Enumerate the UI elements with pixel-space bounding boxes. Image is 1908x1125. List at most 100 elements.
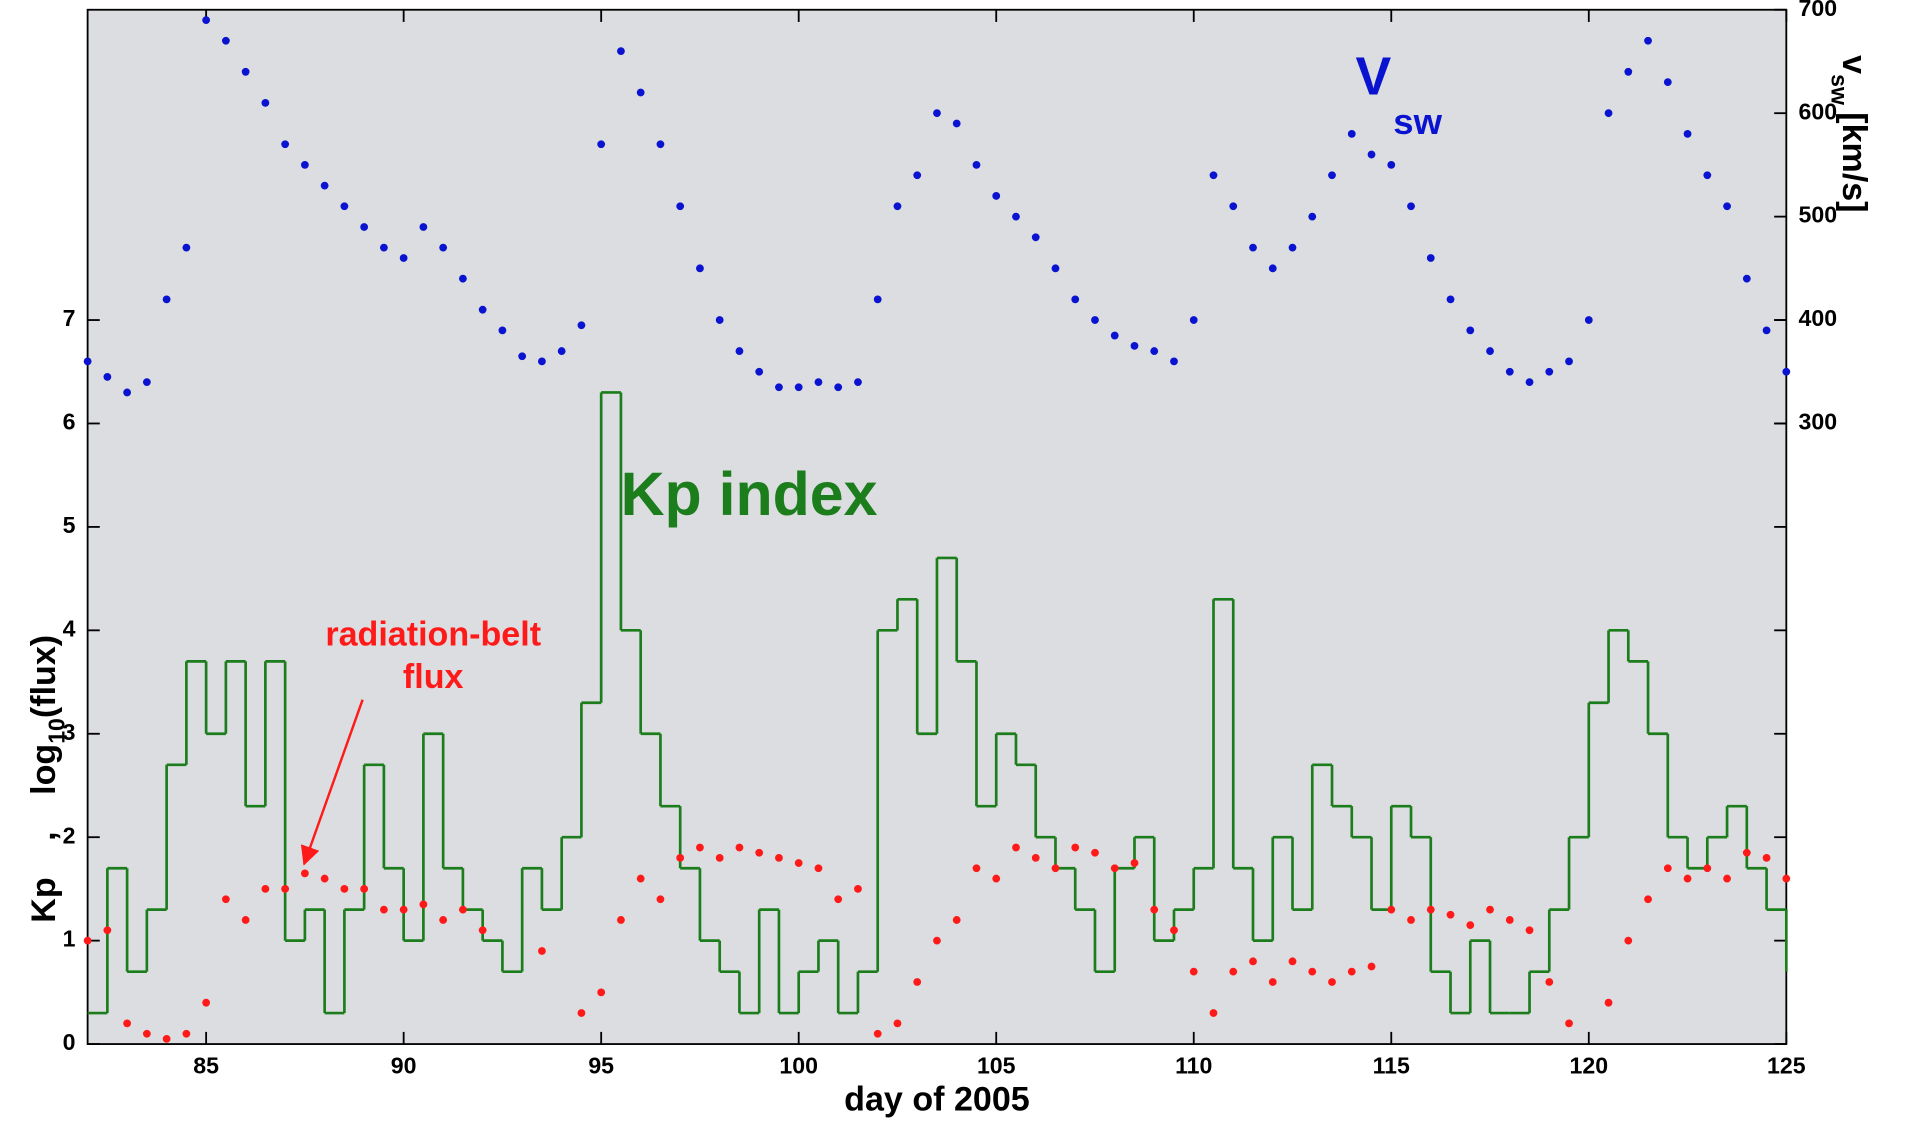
y-tick-label: 5 (63, 512, 76, 538)
data-point (617, 47, 625, 56)
data-point (538, 357, 546, 366)
y2-tick-label: 600 (1798, 98, 1837, 124)
data-point (755, 367, 764, 376)
data-point (1604, 998, 1613, 1007)
data-point (676, 853, 685, 862)
data-point (755, 848, 764, 857)
y-tick-label: 0 (63, 1029, 76, 1055)
data-point (1012, 212, 1020, 221)
data-point (696, 264, 704, 273)
data-point (241, 67, 250, 76)
data-point (221, 36, 230, 45)
data-point (1071, 843, 1080, 852)
data-point (380, 905, 388, 914)
x-tick-label: 100 (779, 1052, 818, 1078)
data-point (1486, 347, 1494, 355)
data-point (775, 853, 783, 862)
data-point (992, 192, 1001, 200)
data-point (1723, 202, 1731, 211)
data-point (735, 347, 744, 355)
y-tick-label: 7 (63, 305, 76, 331)
data-point (893, 202, 902, 211)
data-point (1229, 967, 1238, 976)
data-point (1328, 171, 1336, 180)
data-point (1584, 316, 1593, 324)
data-point (261, 885, 270, 893)
data-point (873, 295, 882, 304)
data-point (142, 1029, 151, 1038)
data-point (380, 243, 388, 252)
data-point (1545, 978, 1554, 986)
data-point (775, 383, 783, 392)
data-point (1703, 864, 1712, 873)
y-tick-label: 3 (63, 719, 76, 745)
data-point (182, 1029, 191, 1038)
data-point (360, 885, 369, 893)
data-point (1229, 202, 1238, 211)
data-point (1426, 254, 1435, 262)
data-point (1486, 905, 1494, 914)
data-point (360, 223, 369, 231)
data-point (1091, 848, 1099, 857)
data-point (577, 321, 586, 330)
data-point (1466, 921, 1475, 930)
data-point (1446, 910, 1455, 919)
x-tick-label: 125 (1767, 1052, 1806, 1078)
y2-tick-label: 500 (1798, 202, 1837, 228)
y2-label-part: v (1835, 55, 1873, 74)
data-point (123, 1019, 132, 1028)
data-point (1565, 1019, 1573, 1028)
x-tick-label: 105 (977, 1052, 1016, 1078)
data-point (577, 1009, 586, 1017)
x-tick-label: 95 (588, 1052, 614, 1078)
data-point (1150, 347, 1159, 355)
data-point (715, 316, 724, 324)
data-point (794, 859, 803, 867)
data-point (1782, 367, 1791, 376)
data-point (538, 947, 546, 955)
y-label-part: log (25, 744, 63, 795)
data-point (1051, 864, 1060, 873)
x-tick-label: 120 (1570, 1052, 1609, 1078)
data-point (83, 357, 92, 366)
data-point (142, 378, 151, 386)
data-point (241, 916, 250, 924)
vsw-annotation: V (1356, 47, 1392, 106)
data-point (1762, 853, 1771, 862)
data-point (1288, 957, 1297, 966)
data-point (1446, 295, 1455, 304)
data-point (1742, 274, 1751, 283)
x-axis-label: day of 2005 (844, 1080, 1030, 1118)
data-point (913, 171, 922, 180)
data-point (1071, 295, 1080, 304)
data-point (1604, 109, 1613, 118)
data-point (202, 16, 211, 24)
data-point (1644, 36, 1652, 45)
data-point (972, 161, 981, 169)
data-point (1644, 895, 1652, 904)
data-point (1683, 874, 1692, 883)
data-point (281, 885, 290, 893)
data-point (972, 864, 981, 873)
plot-area (86, 8, 1788, 1045)
data-point (1091, 316, 1099, 324)
data-point (498, 326, 507, 335)
y2-label-part: sw (1826, 74, 1852, 106)
data-point (893, 1019, 902, 1028)
data-point (518, 352, 527, 361)
data-point (103, 373, 112, 381)
data-point (419, 900, 428, 909)
data-point (1565, 357, 1573, 366)
data-point (399, 254, 408, 262)
data-point (952, 119, 961, 128)
data-point (162, 295, 171, 304)
data-point (1308, 967, 1317, 976)
data-point (814, 864, 823, 873)
data-point (1150, 905, 1159, 914)
data-point (933, 936, 941, 945)
data-point (1505, 916, 1514, 924)
data-point (1347, 967, 1356, 976)
data-point (1170, 357, 1178, 366)
data-point (340, 885, 349, 893)
